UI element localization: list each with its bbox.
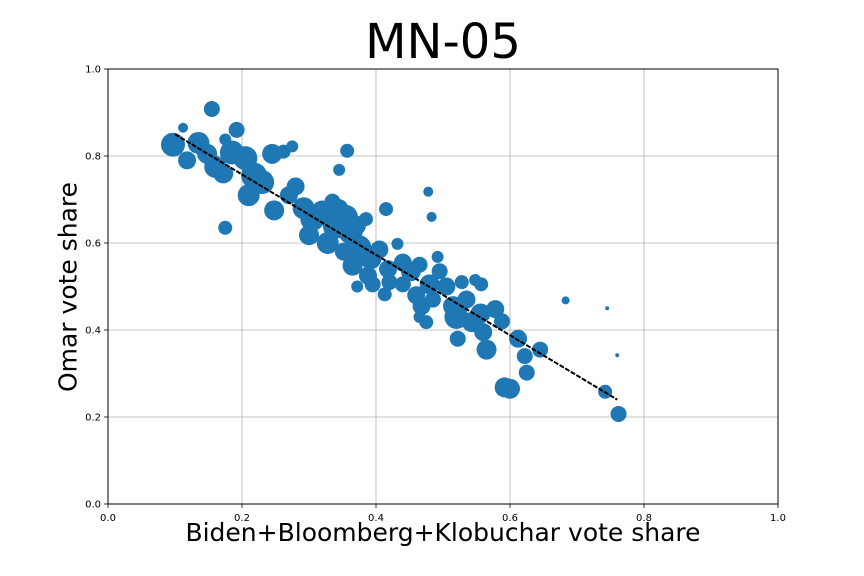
data-point <box>474 323 493 342</box>
data-point <box>470 303 491 324</box>
data-point <box>299 225 319 246</box>
data-point <box>381 274 398 291</box>
data-point <box>364 276 381 293</box>
data-point <box>340 143 355 158</box>
data-point <box>454 275 469 290</box>
data-point <box>237 184 260 207</box>
y-tick-label: 0.8 <box>85 152 101 163</box>
x-axis-label: Biden+Bloomberg+Klobuchar vote share <box>185 518 701 547</box>
x-tick-label: 1.0 <box>770 513 786 524</box>
data-point <box>213 163 234 184</box>
data-points <box>160 101 627 422</box>
data-point <box>358 212 373 227</box>
data-point <box>286 140 299 153</box>
data-point <box>615 353 620 358</box>
x-tick-label: 0.0 <box>100 513 116 524</box>
trend-line-group <box>174 133 618 401</box>
data-point <box>605 306 610 311</box>
data-point <box>203 101 220 118</box>
data-point <box>424 291 441 308</box>
trend-line <box>174 133 618 401</box>
data-point <box>561 296 570 305</box>
data-point <box>351 280 364 293</box>
y-tick-label: 1.0 <box>85 65 101 76</box>
data-point <box>476 339 497 360</box>
data-point <box>178 122 189 133</box>
data-point <box>377 287 392 302</box>
data-point <box>394 276 411 293</box>
chart-title: MN-05 <box>365 14 521 70</box>
data-point <box>160 132 185 157</box>
data-point <box>437 277 456 296</box>
data-point <box>342 255 363 276</box>
y-tick-label: 0.6 <box>85 239 101 250</box>
data-point <box>264 200 285 221</box>
x-tick-label: 0.8 <box>636 513 652 524</box>
data-point <box>426 211 437 222</box>
y-tick-label: 0.4 <box>85 326 101 337</box>
data-point <box>423 186 434 197</box>
data-point <box>457 290 476 309</box>
y-tick-label: 0.0 <box>85 500 101 511</box>
data-point <box>474 277 489 292</box>
data-point <box>610 405 627 422</box>
x-tick-label: 0.6 <box>502 513 518 524</box>
data-point <box>218 220 233 235</box>
data-point <box>431 263 448 280</box>
data-point <box>370 240 389 259</box>
data-point <box>411 256 428 273</box>
data-point <box>419 315 434 330</box>
data-point <box>449 330 466 347</box>
data-point <box>333 163 346 176</box>
data-point <box>286 177 305 196</box>
data-point <box>228 121 245 138</box>
y-tick-label: 0.2 <box>85 413 101 424</box>
data-point <box>316 232 339 254</box>
data-point <box>516 348 533 365</box>
x-tick-label: 0.2 <box>234 513 250 524</box>
data-point <box>178 151 197 170</box>
data-point <box>431 250 444 263</box>
data-point <box>391 237 404 250</box>
axis-ticks: 0.0 0.2 0.4 0.6 0.8 1.0 0.0 0.2 0.4 0.6 0.8 1.0 <box>85 65 786 525</box>
data-point <box>493 313 510 330</box>
data-point <box>518 364 535 381</box>
x-tick-label: 0.4 <box>368 513 384 524</box>
data-point <box>379 202 394 217</box>
data-point <box>532 341 549 358</box>
data-point <box>500 378 520 399</box>
plot-frame <box>107 68 779 505</box>
